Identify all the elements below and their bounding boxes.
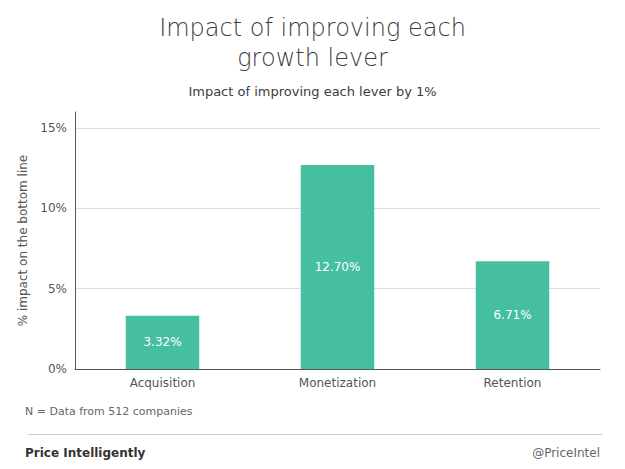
svg-text:growth lever: growth lever: [237, 44, 388, 72]
svg-text:@PriceIntel: @PriceIntel: [532, 446, 600, 460]
svg-text:12.70%: 12.70%: [315, 260, 361, 274]
svg-text:Impact of improving each lever: Impact of improving each lever by 1%: [188, 84, 436, 99]
svg-text:15%: 15%: [40, 121, 67, 135]
svg-text:Impact of improving each: Impact of improving each: [159, 14, 466, 42]
svg-text:Monetization: Monetization: [299, 376, 376, 390]
svg-text:10%: 10%: [40, 201, 67, 215]
svg-text:N = Data from 512 companies: N = Data from 512 companies: [25, 405, 193, 418]
svg-text:% impact on the bottom line: % impact on the bottom line: [16, 155, 30, 326]
svg-text:3.32%: 3.32%: [143, 335, 181, 349]
svg-text:5%: 5%: [48, 282, 67, 296]
svg-text:Acquisition: Acquisition: [130, 376, 196, 390]
svg-text:Retention: Retention: [484, 376, 542, 390]
svg-text:Price Intelligently: Price Intelligently: [25, 446, 146, 460]
svg-text:0%: 0%: [48, 362, 67, 376]
svg-text:6.71%: 6.71%: [493, 308, 531, 322]
